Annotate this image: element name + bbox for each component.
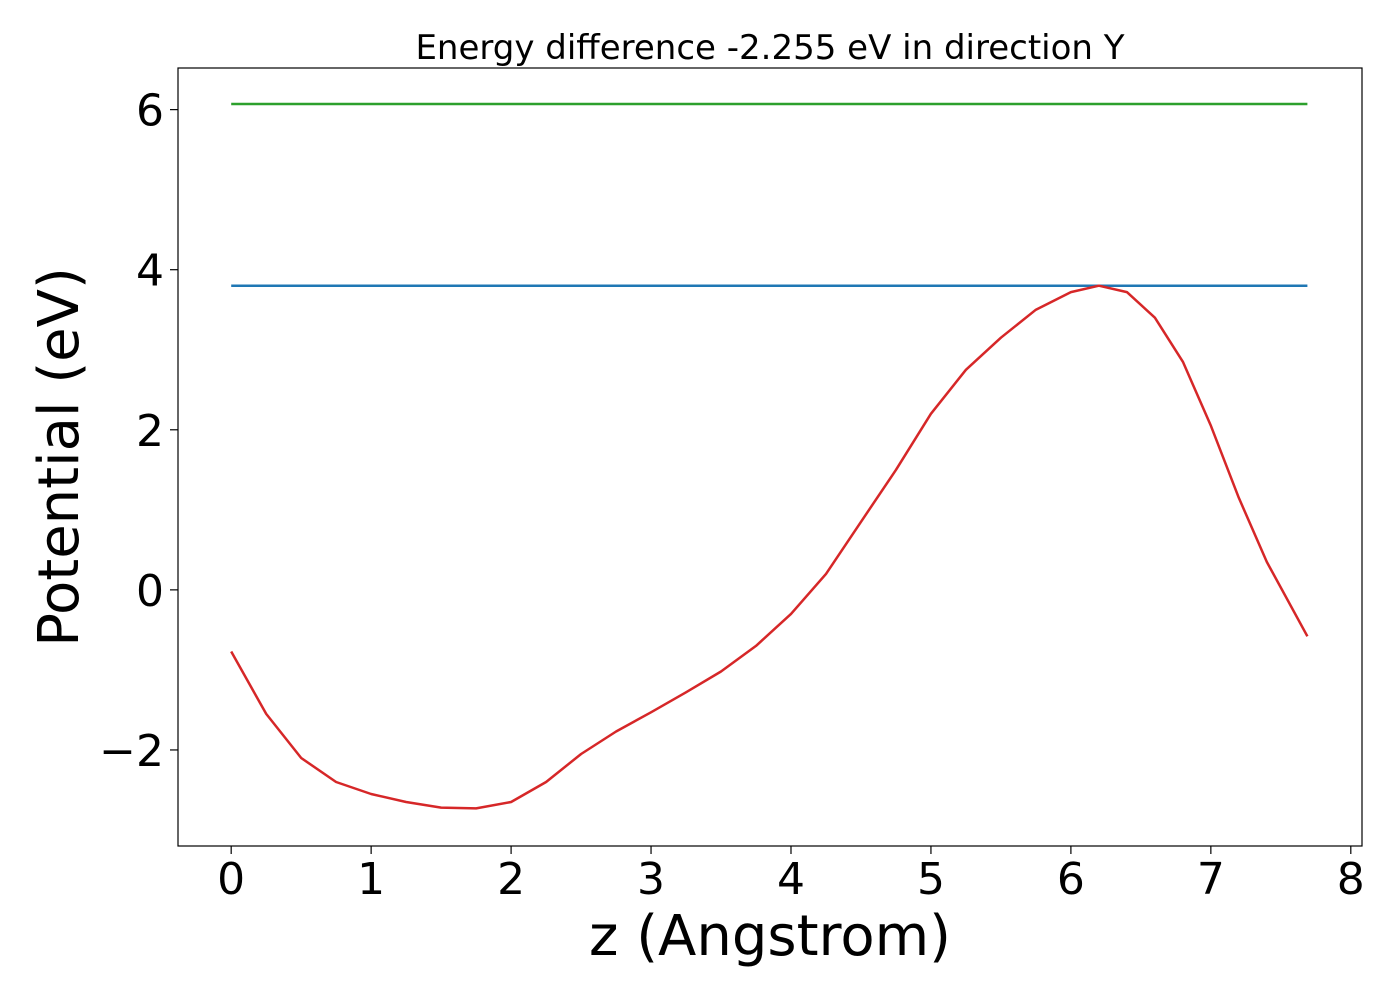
x-axis-ticks: 0 1 2 3 4 5 6 7 8 xyxy=(217,846,1365,905)
x-tick-label: 7 xyxy=(1197,854,1225,905)
x-tick-label: 5 xyxy=(917,854,945,905)
y-axis-label: Potential (eV) xyxy=(27,267,92,647)
series-line-2 xyxy=(230,284,1309,810)
plot-area xyxy=(230,102,1309,810)
y-tick-label: 6 xyxy=(136,86,164,137)
y-tick-label: 0 xyxy=(136,566,164,617)
x-tick-label: 8 xyxy=(1337,854,1365,905)
axes-frame xyxy=(177,67,1363,847)
y-tick-label: 2 xyxy=(136,406,164,457)
y-tick-label: 4 xyxy=(136,246,164,297)
x-tick-label: 3 xyxy=(637,854,665,905)
x-tick-label: 2 xyxy=(497,854,525,905)
x-tick-label: 4 xyxy=(777,854,805,905)
chart-title: Energy difference -2.255 eV in direction… xyxy=(415,28,1124,68)
y-tick-label: −2 xyxy=(99,726,164,777)
x-tick-label: 6 xyxy=(1057,854,1085,905)
y-axis-ticks: −2 0 2 4 6 xyxy=(99,86,178,777)
x-tick-label: 0 xyxy=(217,854,245,905)
x-tick-label: 1 xyxy=(357,854,385,905)
x-axis-label: z (Angstrom) xyxy=(589,904,951,969)
